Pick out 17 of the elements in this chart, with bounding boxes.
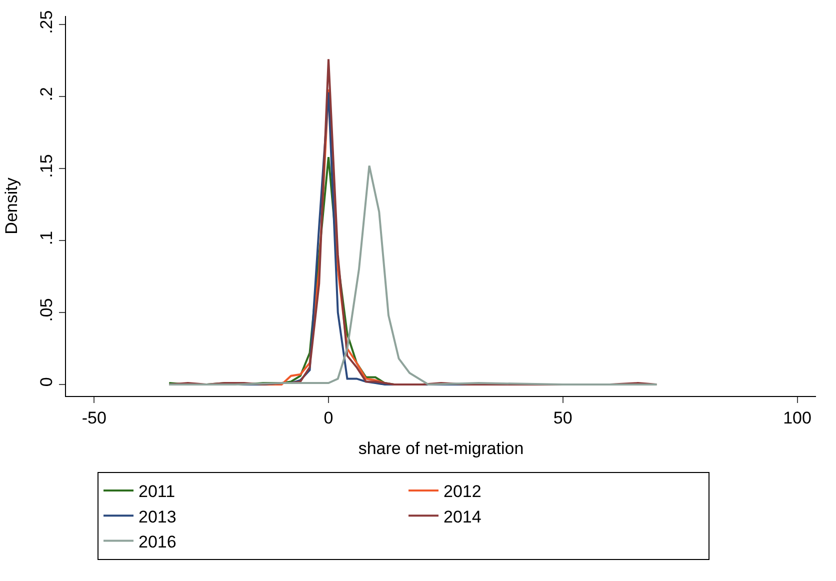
y-tick-label: .15 bbox=[37, 154, 56, 178]
x-tick-label: 100 bbox=[783, 408, 812, 428]
legend-label: 2011 bbox=[138, 482, 176, 502]
y-tick-label: .25 bbox=[37, 10, 56, 34]
x-tick-label: -50 bbox=[82, 408, 106, 428]
legend-label: 2016 bbox=[138, 532, 176, 552]
y-tick-label: .1 bbox=[37, 230, 56, 246]
y-axis-title: Density bbox=[2, 177, 21, 234]
x-tick-label: 0 bbox=[324, 408, 334, 428]
legend-label: 2013 bbox=[138, 507, 176, 526]
x-tick-label: 50 bbox=[553, 408, 572, 428]
y-tick-label: 0 bbox=[37, 377, 56, 387]
legend-label: 2012 bbox=[444, 482, 482, 502]
legend-label: 2014 bbox=[444, 507, 482, 526]
y-tick-label: .2 bbox=[37, 86, 56, 102]
x-axis-title: share of net-migration bbox=[358, 438, 524, 458]
y-tick-label: .05 bbox=[37, 298, 56, 322]
